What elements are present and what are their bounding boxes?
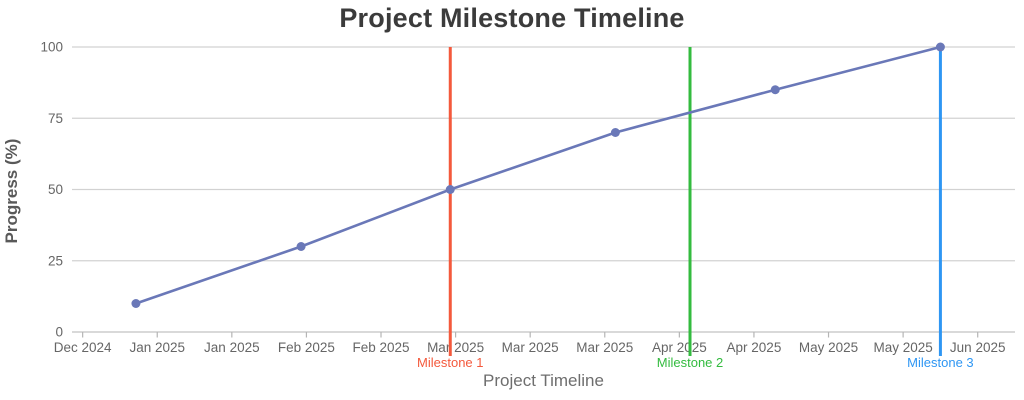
data-point — [610, 128, 620, 137]
x-tick-label: Jan 2025 — [204, 340, 260, 355]
data-point — [445, 185, 455, 194]
milestone-label: Milestone 1 — [417, 355, 483, 370]
data-point — [296, 242, 306, 251]
y-tick-label: 0 — [55, 325, 63, 340]
x-axis-title: Project Timeline — [483, 371, 604, 390]
x-tick-label: May 2025 — [799, 340, 858, 355]
y-tick-label: 50 — [48, 182, 63, 197]
data-point — [770, 85, 780, 95]
milestone-label: Milestone 3 — [907, 355, 973, 370]
y-tick-label: 25 — [48, 253, 63, 268]
data-point — [935, 42, 945, 52]
x-tick-label: Feb 2025 — [352, 340, 409, 355]
progress-line — [134, 45, 942, 305]
data-point — [131, 299, 141, 308]
x-tick-label: Mar 2025 — [427, 340, 484, 355]
x-tick-label: Apr 2025 — [652, 340, 707, 355]
x-tick-label: Mar 2025 — [502, 340, 559, 355]
milestone-label: Milestone 2 — [657, 355, 723, 370]
x-tick-label: Feb 2025 — [278, 340, 335, 355]
x-tick-label: Dec 2024 — [54, 340, 112, 355]
y-tick-label: 75 — [48, 111, 63, 126]
x-tick-label: Jun 2025 — [950, 340, 1006, 355]
chart-title: Project Milestone Timeline — [339, 3, 685, 33]
x-tick-label: Apr 2025 — [727, 340, 782, 355]
x-tick-label: Jan 2025 — [129, 340, 185, 355]
x-tick-label: Mar 2025 — [576, 340, 633, 355]
y-tick-label: 100 — [40, 40, 63, 55]
x-tick-label: May 2025 — [873, 340, 932, 355]
